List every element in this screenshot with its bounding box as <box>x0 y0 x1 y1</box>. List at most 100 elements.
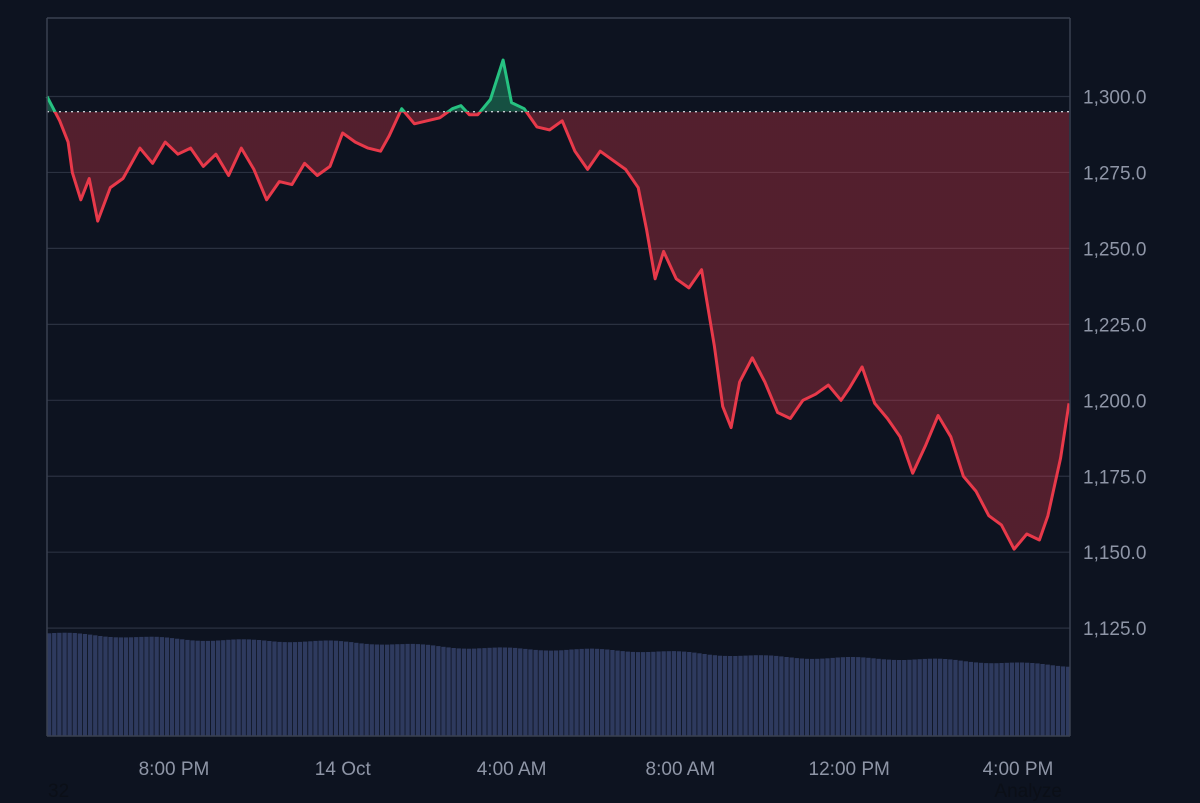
volume-bar <box>134 637 139 736</box>
volume-bar <box>789 657 794 736</box>
volume-bar <box>994 663 999 736</box>
y-axis: 1,125.0 1,150.0 1,175.0 1,200.0 1,225.0 1,250… <box>1083 88 1146 641</box>
volume-bar <box>702 654 707 736</box>
volume-bar <box>395 644 400 736</box>
volume-bar <box>349 642 354 736</box>
volume-bar <box>108 637 113 736</box>
volume-bar <box>630 651 636 736</box>
volume-bar <box>221 640 226 736</box>
volume-bar <box>323 640 328 736</box>
volume-bars <box>47 632 1071 736</box>
volume-bar <box>845 657 851 736</box>
volume-bar <box>297 641 303 736</box>
volume-bar <box>538 650 543 736</box>
volume-bar <box>210 640 216 736</box>
volume-bar <box>876 658 881 736</box>
volume-bar <box>236 639 241 736</box>
volume-bar <box>256 640 262 736</box>
volume-bar <box>682 651 687 736</box>
volume-bar <box>569 649 574 736</box>
volume-bar <box>958 660 963 736</box>
series-line-down <box>53 111 1071 551</box>
volume-bar <box>354 642 359 736</box>
volume-bar <box>722 655 728 736</box>
corner-number: 32 <box>48 781 70 802</box>
volume-bar <box>779 656 784 736</box>
volume-bar <box>436 646 441 736</box>
volume-bar <box>984 663 989 736</box>
volume-bar <box>446 647 451 736</box>
volume-bar <box>881 659 887 736</box>
volume-bar <box>804 658 810 736</box>
volume-bar <box>313 640 318 736</box>
volume-bar <box>697 653 702 736</box>
volume-bar <box>492 647 497 736</box>
volume-bar <box>344 641 349 736</box>
volume-bar <box>871 658 876 736</box>
volume-bar <box>200 640 205 736</box>
volume-bar <box>712 655 718 736</box>
volume-bar <box>615 650 620 736</box>
volume-bar <box>1066 666 1071 736</box>
volume-bar <box>246 639 252 736</box>
volume-bar <box>369 644 374 736</box>
x-tick-label: 8:00 PM <box>139 759 210 780</box>
volume-bar <box>190 640 195 736</box>
volume-bar <box>707 654 712 736</box>
volume-bar <box>907 659 912 736</box>
volume-bar <box>676 651 682 736</box>
volume-bar <box>364 643 369 736</box>
volume-bar <box>943 659 948 736</box>
volume-bar <box>241 639 246 736</box>
volume-bar <box>103 636 108 736</box>
volume-bar <box>584 648 590 736</box>
volume-bar <box>886 659 892 736</box>
volume-bar <box>989 663 994 736</box>
volume-bar <box>226 639 231 736</box>
volume-bar <box>815 658 820 736</box>
volume-bar <box>175 638 180 736</box>
volume-bar <box>646 652 651 736</box>
volume-bar <box>456 648 461 736</box>
volume-bar <box>513 647 518 736</box>
volume-bar <box>861 657 866 736</box>
volume-bar <box>835 657 840 736</box>
volume-bar <box>118 637 124 736</box>
volume-bar <box>374 644 380 736</box>
volume-bar <box>620 651 625 736</box>
volume-bar <box>431 645 436 736</box>
volume-bar <box>733 656 738 736</box>
volume-bar <box>451 648 456 736</box>
volume-bar <box>553 650 559 736</box>
volume-bar <box>231 639 236 736</box>
volume-bar <box>902 660 907 736</box>
volume-bar <box>88 634 93 736</box>
volume-bar <box>303 641 308 736</box>
volume-bar <box>277 641 282 736</box>
volume-bar <box>497 647 502 736</box>
volume-bar <box>1040 664 1045 736</box>
price-line <box>45 58 1071 551</box>
volume-bar <box>912 659 917 736</box>
volume-bar <box>420 644 426 736</box>
volume-bar <box>338 641 344 736</box>
volume-bar <box>820 658 825 736</box>
volume-bar <box>594 648 600 736</box>
volume-bar <box>625 651 630 736</box>
volume-bar <box>738 655 743 736</box>
volume-bar <box>651 651 656 736</box>
volume-bar <box>282 642 287 736</box>
volume-bar <box>589 648 595 736</box>
volume-bar <box>169 638 175 736</box>
volume-bar <box>1014 662 1020 736</box>
volume-bar <box>1019 662 1025 736</box>
x-tick-label: 8:00 AM <box>646 759 716 780</box>
volume-bar <box>390 644 395 736</box>
volume-bar <box>523 648 528 736</box>
volume-bar <box>968 661 974 736</box>
analyze-link[interactable]: Analyze <box>994 781 1062 802</box>
volume-bar <box>461 648 467 736</box>
volume-bar <box>641 652 646 736</box>
volume-bar <box>963 661 968 736</box>
